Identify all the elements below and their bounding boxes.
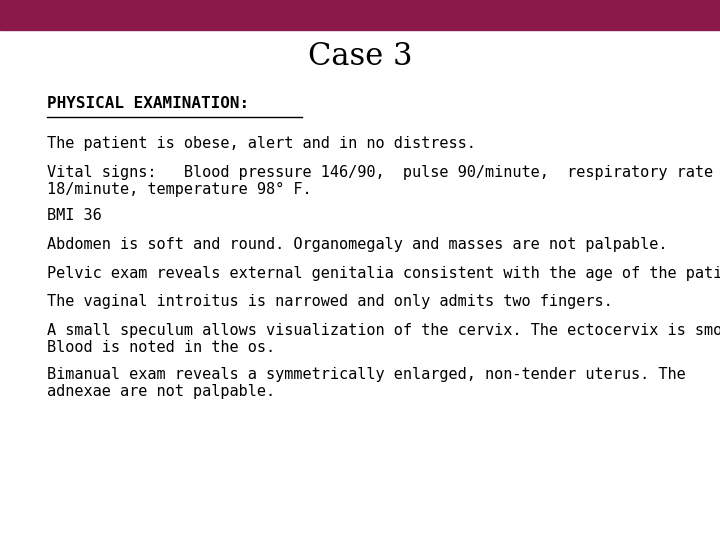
Text: Bimanual exam reveals a symmetrically enlarged, non-tender uterus. The
adnexae a: Bimanual exam reveals a symmetrically en… bbox=[47, 367, 685, 399]
Text: Case 3: Case 3 bbox=[307, 41, 413, 72]
Text: Vital signs:   Blood pressure 146/90,  pulse 90/minute,  respiratory rate
18/min: Vital signs: Blood pressure 146/90, puls… bbox=[47, 165, 713, 197]
Text: Abdomen is soft and round. Organomegaly and masses are not palpable.: Abdomen is soft and round. Organomegaly … bbox=[47, 237, 667, 252]
Text: BMI 36: BMI 36 bbox=[47, 208, 102, 224]
Text: PHYSICAL EXAMINATION:: PHYSICAL EXAMINATION: bbox=[47, 96, 249, 111]
Text: Pelvic exam reveals external genitalia consistent with the age of the patient.: Pelvic exam reveals external genitalia c… bbox=[47, 266, 720, 281]
Text: The patient is obese, alert and in no distress.: The patient is obese, alert and in no di… bbox=[47, 136, 476, 151]
Text: The vaginal introitus is narrowed and only admits two fingers.: The vaginal introitus is narrowed and on… bbox=[47, 294, 613, 309]
Text: A small speculum allows visualization of the cervix. The ectocervix is smooth.
B: A small speculum allows visualization of… bbox=[47, 323, 720, 355]
